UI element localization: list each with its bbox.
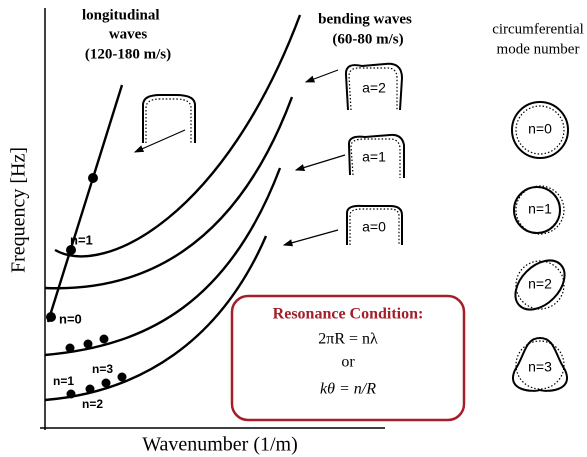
- resonance-line: 2πR = nλ: [318, 331, 378, 348]
- mode-label: n=1: [528, 201, 552, 217]
- header: mode number: [497, 41, 580, 57]
- curve-label: n=1: [70, 232, 93, 247]
- y-axis-title: Frequency [Hz]: [8, 147, 30, 273]
- header: (60-80 m/s): [332, 31, 403, 47]
- curve-label: n=2: [82, 397, 103, 411]
- mode-label: n=2: [528, 276, 552, 292]
- dot: [118, 373, 127, 382]
- shape-label: a=0: [362, 219, 386, 235]
- resonance-line: kθ = n/R: [320, 381, 376, 398]
- dot: [84, 340, 93, 349]
- shape-label: a=2: [362, 80, 386, 96]
- dot: [66, 344, 75, 353]
- resonance-line: or: [341, 354, 355, 371]
- dot: [46, 312, 56, 322]
- shape-label: a=1: [362, 149, 386, 165]
- mode-label: n=3: [528, 359, 552, 375]
- header: circumferential: [492, 21, 584, 37]
- arrow: [306, 70, 338, 82]
- arrow: [284, 230, 338, 245]
- mode-label: n=0: [528, 121, 552, 137]
- resonance-title: Resonance Condition:: [273, 306, 424, 323]
- dot: [102, 379, 111, 388]
- header: bending waves: [318, 11, 412, 27]
- cross-section: [143, 95, 195, 143]
- curve-label: n=3: [92, 362, 113, 376]
- dot: [88, 173, 98, 183]
- cross-section: [146, 99, 191, 143]
- arrow: [296, 155, 345, 170]
- header: (120-180 m/s): [85, 46, 171, 62]
- diagram: Frequency [Hz] Wavenumber (1/m) longitud…: [0, 0, 587, 457]
- x-axis-title: Wavenumber (1/m): [142, 434, 298, 456]
- dot: [100, 335, 109, 344]
- dot: [67, 390, 76, 399]
- header: waves: [109, 26, 147, 42]
- curve-label: n=1: [53, 374, 74, 388]
- header: longitudinal: [82, 7, 160, 23]
- curve-label: n=0: [59, 311, 82, 326]
- dot: [86, 385, 95, 394]
